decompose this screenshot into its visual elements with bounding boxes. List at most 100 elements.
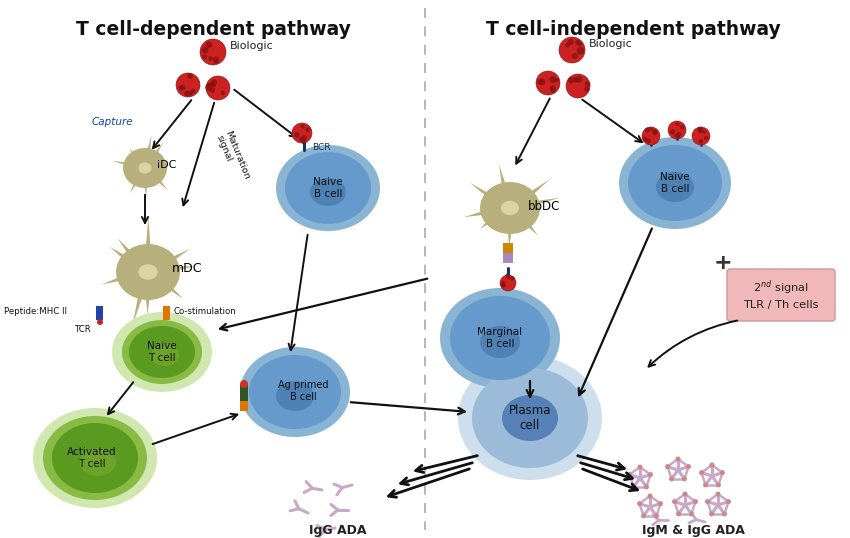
Text: Ag primed
B cell: Ag primed B cell — [278, 380, 328, 402]
Circle shape — [677, 135, 680, 139]
Ellipse shape — [112, 312, 212, 392]
Circle shape — [211, 79, 217, 86]
Circle shape — [568, 39, 574, 45]
Polygon shape — [163, 249, 190, 266]
Text: Capture: Capture — [91, 117, 133, 127]
Circle shape — [500, 275, 516, 291]
Ellipse shape — [43, 416, 147, 500]
FancyBboxPatch shape — [163, 306, 170, 320]
Circle shape — [507, 275, 511, 279]
Ellipse shape — [619, 137, 731, 229]
Text: IgG ADA: IgG ADA — [309, 524, 366, 537]
Text: Biologic: Biologic — [589, 39, 632, 49]
Circle shape — [565, 43, 570, 48]
Circle shape — [642, 127, 660, 145]
Polygon shape — [130, 177, 140, 193]
Circle shape — [704, 136, 709, 140]
FancyBboxPatch shape — [727, 269, 835, 321]
Text: Naive
T cell: Naive T cell — [147, 341, 177, 363]
Text: mDC: mDC — [172, 263, 202, 275]
Circle shape — [213, 56, 219, 62]
Polygon shape — [527, 198, 559, 208]
FancyBboxPatch shape — [503, 243, 513, 253]
Ellipse shape — [480, 326, 520, 358]
Circle shape — [551, 88, 556, 93]
Polygon shape — [144, 180, 148, 197]
Circle shape — [683, 492, 688, 497]
Circle shape — [716, 492, 721, 497]
Circle shape — [705, 499, 710, 504]
Circle shape — [206, 76, 230, 100]
Circle shape — [654, 513, 659, 519]
Circle shape — [568, 77, 574, 83]
Circle shape — [240, 380, 248, 388]
Ellipse shape — [472, 368, 588, 468]
Circle shape — [646, 138, 651, 144]
Circle shape — [202, 54, 207, 59]
Circle shape — [649, 127, 653, 131]
Circle shape — [584, 87, 589, 92]
Polygon shape — [153, 175, 168, 190]
Circle shape — [658, 501, 663, 506]
Circle shape — [648, 472, 653, 477]
Ellipse shape — [123, 148, 167, 188]
Text: bbDC: bbDC — [528, 200, 560, 213]
Circle shape — [676, 122, 679, 126]
Ellipse shape — [139, 264, 157, 280]
Circle shape — [668, 121, 686, 139]
Ellipse shape — [151, 344, 179, 366]
Circle shape — [200, 39, 226, 65]
Polygon shape — [145, 135, 151, 157]
Circle shape — [643, 137, 648, 141]
Text: T cell-independent pathway: T cell-independent pathway — [485, 20, 780, 39]
Circle shape — [205, 84, 212, 91]
Circle shape — [698, 129, 703, 133]
Circle shape — [301, 124, 305, 129]
Circle shape — [652, 129, 657, 134]
Circle shape — [577, 41, 582, 46]
Circle shape — [726, 499, 731, 504]
Circle shape — [188, 90, 193, 96]
Circle shape — [722, 512, 727, 516]
Circle shape — [709, 512, 714, 516]
Polygon shape — [144, 289, 150, 315]
Ellipse shape — [285, 152, 371, 224]
Circle shape — [184, 90, 190, 96]
Polygon shape — [112, 161, 133, 167]
Circle shape — [653, 130, 657, 135]
Circle shape — [682, 477, 687, 482]
Circle shape — [692, 127, 710, 145]
Circle shape — [641, 513, 646, 519]
Ellipse shape — [80, 448, 116, 476]
FancyBboxPatch shape — [240, 385, 248, 401]
Text: T cell-dependent pathway: T cell-dependent pathway — [76, 20, 350, 39]
Ellipse shape — [129, 326, 195, 378]
Circle shape — [179, 84, 185, 90]
Circle shape — [220, 90, 225, 95]
Circle shape — [645, 128, 650, 132]
Circle shape — [301, 139, 305, 143]
Ellipse shape — [52, 423, 138, 493]
Circle shape — [720, 470, 725, 475]
Circle shape — [700, 128, 704, 132]
Text: Co-stimulation: Co-stimulation — [174, 307, 237, 315]
Polygon shape — [167, 266, 195, 273]
Circle shape — [686, 464, 691, 469]
FancyBboxPatch shape — [503, 253, 513, 263]
Circle shape — [575, 40, 581, 45]
Ellipse shape — [480, 182, 540, 234]
Polygon shape — [523, 179, 550, 201]
Ellipse shape — [501, 201, 519, 215]
Ellipse shape — [440, 288, 560, 388]
Text: +: + — [714, 253, 733, 273]
Circle shape — [550, 86, 556, 91]
Circle shape — [680, 125, 684, 130]
Circle shape — [693, 499, 698, 504]
Circle shape — [213, 59, 218, 64]
Polygon shape — [117, 238, 138, 261]
Polygon shape — [470, 183, 496, 202]
Circle shape — [644, 484, 649, 490]
Text: 2$^{nd}$ signal
TLR / Th cells: 2$^{nd}$ signal TLR / Th cells — [743, 278, 819, 310]
Circle shape — [501, 282, 505, 286]
Circle shape — [208, 56, 213, 61]
